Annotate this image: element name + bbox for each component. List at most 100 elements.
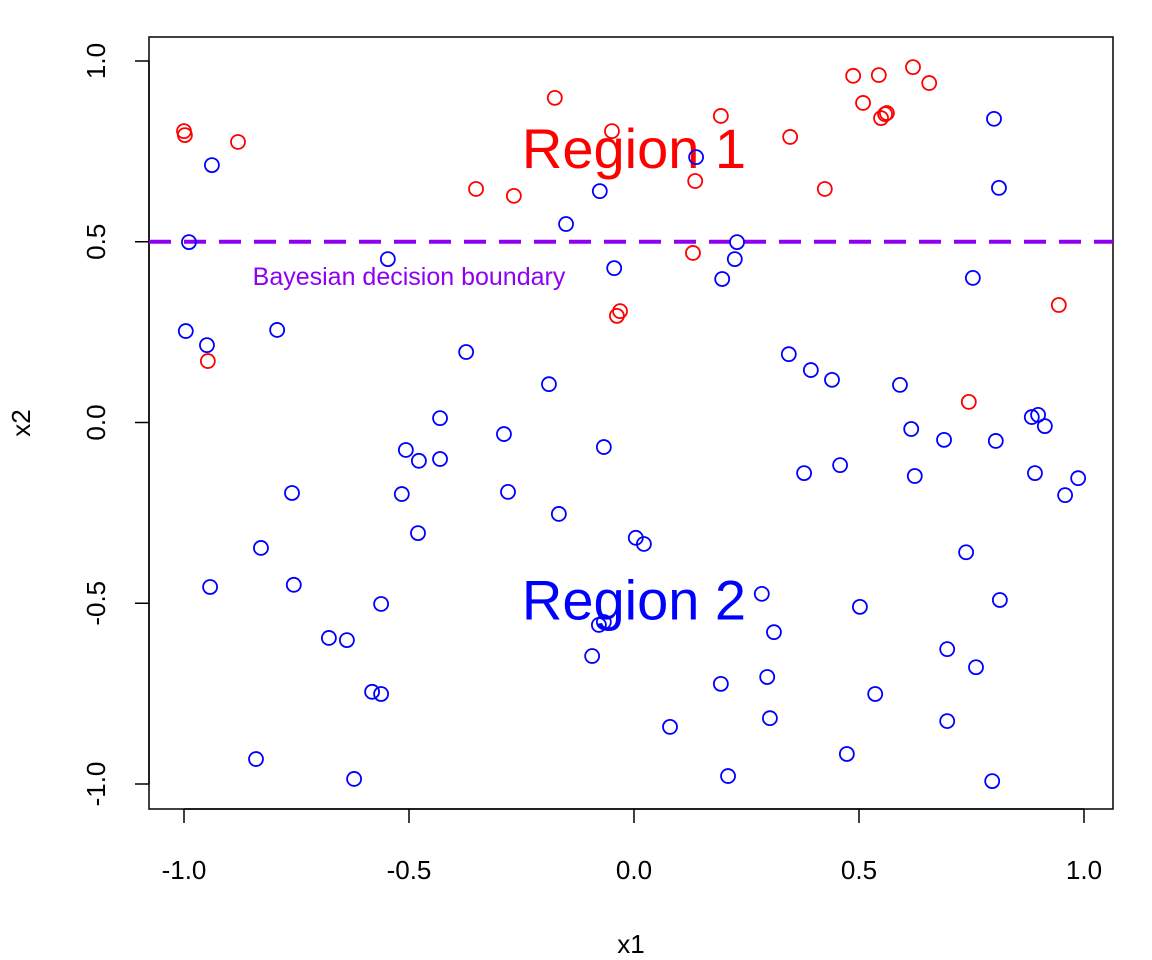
- blue-point: [1023, 409, 1040, 425]
- blue-point: [832, 457, 848, 474]
- blue-point: [852, 598, 868, 615]
- blue-point: [720, 768, 736, 784]
- red-point: [468, 181, 484, 197]
- blue-point: [987, 433, 1004, 449]
- blue-point: [729, 234, 745, 251]
- red-point: [921, 75, 938, 91]
- blue-point: [541, 376, 557, 393]
- blue-point: [796, 465, 812, 482]
- blue-point: [338, 632, 355, 649]
- blue-point: [591, 183, 608, 200]
- blue-point: [393, 486, 410, 502]
- blue-point: [285, 576, 302, 593]
- blue-point: [550, 506, 567, 522]
- blue-point: [766, 624, 782, 641]
- red-point: [1050, 297, 1067, 313]
- blue-point: [714, 271, 731, 287]
- region-2-label: Region 2: [522, 569, 746, 632]
- blue-point: [759, 669, 776, 685]
- blue-point: [968, 659, 984, 676]
- red-point: [230, 134, 246, 150]
- y-tick-label: -1.0: [81, 762, 111, 807]
- red-point: [870, 67, 887, 83]
- blue-point: [906, 468, 923, 484]
- red-point: [960, 393, 977, 410]
- blue-point: [958, 544, 974, 561]
- red-point: [816, 181, 833, 197]
- blue-point: [939, 713, 956, 729]
- red-point: [609, 307, 625, 324]
- blue-point: [458, 344, 475, 360]
- blue-point: [364, 683, 381, 700]
- blue-point: [320, 630, 337, 646]
- red-point: [712, 108, 729, 124]
- blue-point: [780, 346, 797, 363]
- region-1-label: Region 1: [522, 117, 746, 180]
- blue-point: [496, 426, 512, 442]
- y-tick-label: 1.0: [81, 43, 111, 79]
- blue-point: [991, 592, 1008, 608]
- blue-point: [397, 442, 414, 458]
- blue-point: [802, 362, 819, 378]
- blue-point: [432, 451, 448, 467]
- red-point: [855, 95, 871, 111]
- red-point: [687, 173, 704, 189]
- red-point: [505, 187, 522, 204]
- blue-point: [181, 234, 197, 251]
- blue-point: [410, 525, 426, 542]
- red-point: [905, 59, 921, 76]
- red-point: [612, 303, 628, 320]
- red-point: [782, 129, 799, 145]
- blue-point: [867, 686, 884, 702]
- blue-point: [991, 179, 1007, 196]
- red-point: [879, 105, 895, 121]
- blue-point: [1070, 470, 1087, 487]
- blue-point: [595, 614, 612, 630]
- data-points: [176, 59, 1087, 790]
- blue-point: [662, 718, 678, 735]
- red-point: [845, 67, 862, 84]
- blue-point: [824, 371, 840, 388]
- blue-point: [838, 746, 855, 762]
- blue-point: [986, 110, 1002, 127]
- blue-point: [373, 596, 390, 612]
- blue-point: [253, 540, 269, 556]
- blue-point: [202, 579, 219, 595]
- blue-point: [346, 771, 363, 787]
- red-point: [176, 127, 193, 144]
- blue-point: [636, 536, 652, 552]
- blue-point: [903, 421, 920, 437]
- blue-point: [584, 648, 601, 664]
- y-tick-label: -0.5: [81, 581, 111, 626]
- blue-point: [936, 431, 952, 448]
- x-axis-label: x1: [617, 929, 644, 959]
- blue-point: [1030, 407, 1046, 423]
- blue-point: [373, 686, 390, 702]
- blue-point: [248, 751, 264, 767]
- blue-point: [1027, 465, 1043, 482]
- blue-point: [558, 216, 574, 232]
- blue-point: [410, 452, 427, 469]
- blue-point: [892, 377, 908, 393]
- red-point: [199, 353, 216, 369]
- blue-point: [379, 251, 396, 268]
- x-axis: -1.0 -0.5 0.0 0.5 1.0: [162, 808, 1102, 885]
- blue-point: [203, 157, 220, 174]
- x-tick-label: 0.0: [616, 855, 652, 885]
- blue-point: [606, 260, 623, 277]
- blue-point: [595, 439, 612, 455]
- red-point: [685, 245, 701, 261]
- blue-point: [939, 641, 956, 658]
- blue-point: [1036, 418, 1053, 435]
- blue-point: [984, 773, 1001, 790]
- blue-point: [688, 149, 704, 166]
- blue-point: [753, 585, 770, 602]
- blue-point: [726, 251, 743, 268]
- y-tick-label: 0.5: [81, 224, 111, 260]
- blue-point: [432, 410, 448, 427]
- blue-point: [177, 323, 194, 339]
- x-tick-label: 1.0: [1066, 855, 1102, 885]
- blue-point: [712, 675, 729, 692]
- boundary-label: Bayesian decision boundary: [253, 263, 566, 291]
- y-tick-label: 0.0: [81, 404, 111, 440]
